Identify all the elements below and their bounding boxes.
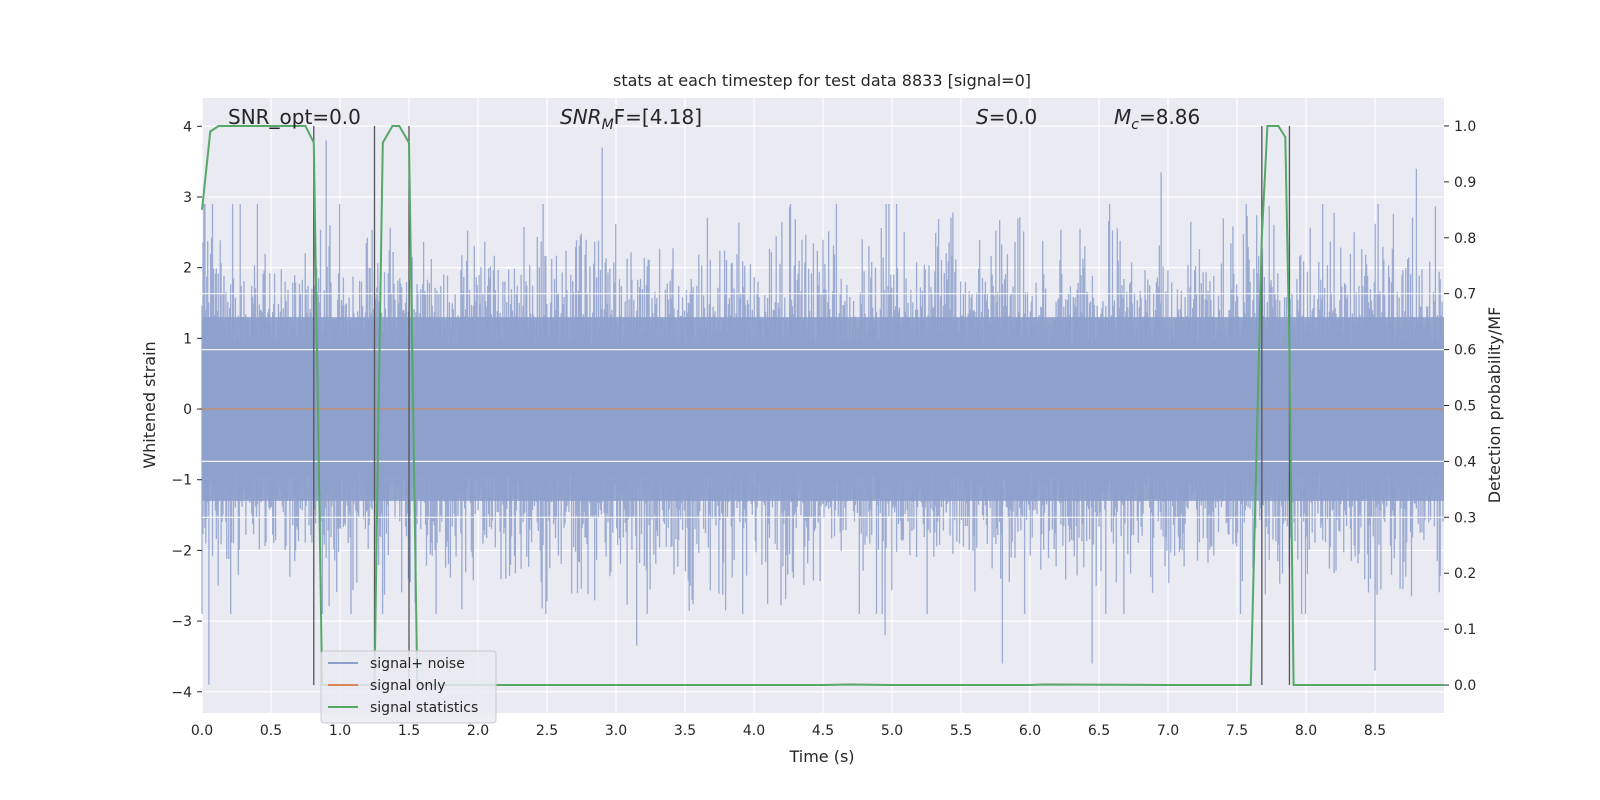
y-tick-label: 0: [183, 402, 192, 418]
y-tick-label: 2: [183, 261, 192, 277]
signal-statistics-series: [201, 125, 1444, 686]
x-tick-label: 8.0: [1295, 723, 1317, 739]
x-tick-label: 0.5: [260, 723, 282, 739]
x-tick-label: 6.5: [1088, 723, 1110, 739]
signal-statistics-line: [201, 125, 1444, 686]
y2-tick-label: 0.1: [1454, 622, 1476, 638]
y2-tick-label: 0.5: [1454, 399, 1476, 415]
annotation-mc-sub: c: [1131, 117, 1139, 133]
x-tick-label: 5.0: [881, 723, 903, 739]
legend-label-signal-statistics: signal statistics: [370, 700, 478, 716]
y-tick-label: 1: [183, 331, 192, 347]
annotation-mc: Mc=8.86: [1114, 105, 1200, 133]
legend-label-signal-noise: signal+ noise: [370, 656, 465, 672]
x-tick-label: 3.0: [605, 723, 627, 739]
y2-tick-label: 0.3: [1454, 510, 1476, 526]
y-tick-label: −4: [171, 685, 192, 701]
annotation-mc-suffix: =8.86: [1139, 105, 1200, 129]
x-tick-label: 1.5: [398, 723, 420, 739]
x-tick-label: 7.5: [1226, 723, 1248, 739]
x-axis-label: Time (s): [788, 747, 854, 766]
annotation-snr-mf: SNRMF=[4.18]: [560, 105, 702, 133]
x-axis-ticks: 0.0 0.5 1.0 1.5 2.0 2.5 3.0 3.5 4.0 4.5 5.0 5.5 6.0 6…: [191, 723, 1386, 739]
y2-tick-label: 0.2: [1454, 566, 1476, 582]
x-tick-label: 7.0: [1157, 723, 1179, 739]
annotation-snr-mf-suffix: F=[4.18]: [614, 105, 702, 129]
x-tick-label: 6.0: [1019, 723, 1041, 739]
annotation-snr-opt: SNR_opt=0.0: [228, 105, 361, 129]
y2-tick-label: 0.6: [1454, 343, 1476, 359]
legend-box: [320, 650, 497, 724]
y2-axis-label: Detection probability/MF: [1485, 307, 1504, 504]
y2-tick-label: 0.7: [1454, 287, 1476, 303]
x-tick-label: 1.0: [329, 723, 351, 739]
annotation-s-suffix: =0.0: [989, 105, 1038, 129]
x-tick-label: 8.5: [1364, 723, 1386, 739]
y2-tick-label: 0.8: [1454, 231, 1476, 247]
y-tick-label: −3: [171, 614, 192, 630]
x-tick-label: 0.0: [191, 723, 213, 739]
x-tick-label: 2.5: [536, 723, 558, 739]
annotation-s-prefix: S: [976, 105, 989, 129]
y-tick-label: 4: [183, 119, 192, 135]
x-tick-label: 3.5: [674, 723, 696, 739]
y2-tick-label: 0.9: [1454, 175, 1476, 191]
y2-tick-label: 1.0: [1454, 119, 1476, 135]
x-tick-label: 4.5: [812, 723, 834, 739]
annotation-s: S=0.0: [976, 105, 1037, 129]
y-axis-ticks: −4 −3 −2 −1 0 1 2 3 4: [171, 119, 202, 701]
y2-tick-label: 0.0: [1454, 678, 1476, 694]
y2-axis-ticks: 0.0 0.1 0.2 0.3 0.4 0.5 0.6 0.7 0.8 0.9 1.0: [1444, 119, 1476, 694]
annotation-snr-mf-sub: M: [602, 117, 614, 133]
legend: signal+ noise signal only signal statist…: [320, 650, 497, 724]
legend-label-signal-only: signal only: [370, 678, 445, 694]
x-tick-label: 4.0: [743, 723, 765, 739]
y-tick-label: −2: [171, 543, 192, 559]
y-axis-label: Whitened strain: [140, 341, 159, 468]
annotation-snr-mf-prefix: SNR: [560, 105, 602, 129]
y2-tick-label: 0.4: [1454, 454, 1476, 470]
y-tick-label: −1: [171, 473, 192, 489]
y-tick-label: 3: [183, 190, 192, 206]
x-tick-label: 5.5: [950, 723, 972, 739]
annotation-mc-prefix: M: [1114, 105, 1131, 129]
x-tick-label: 2.0: [467, 723, 489, 739]
chart-title: stats at each timestep for test data 883…: [613, 71, 1031, 90]
